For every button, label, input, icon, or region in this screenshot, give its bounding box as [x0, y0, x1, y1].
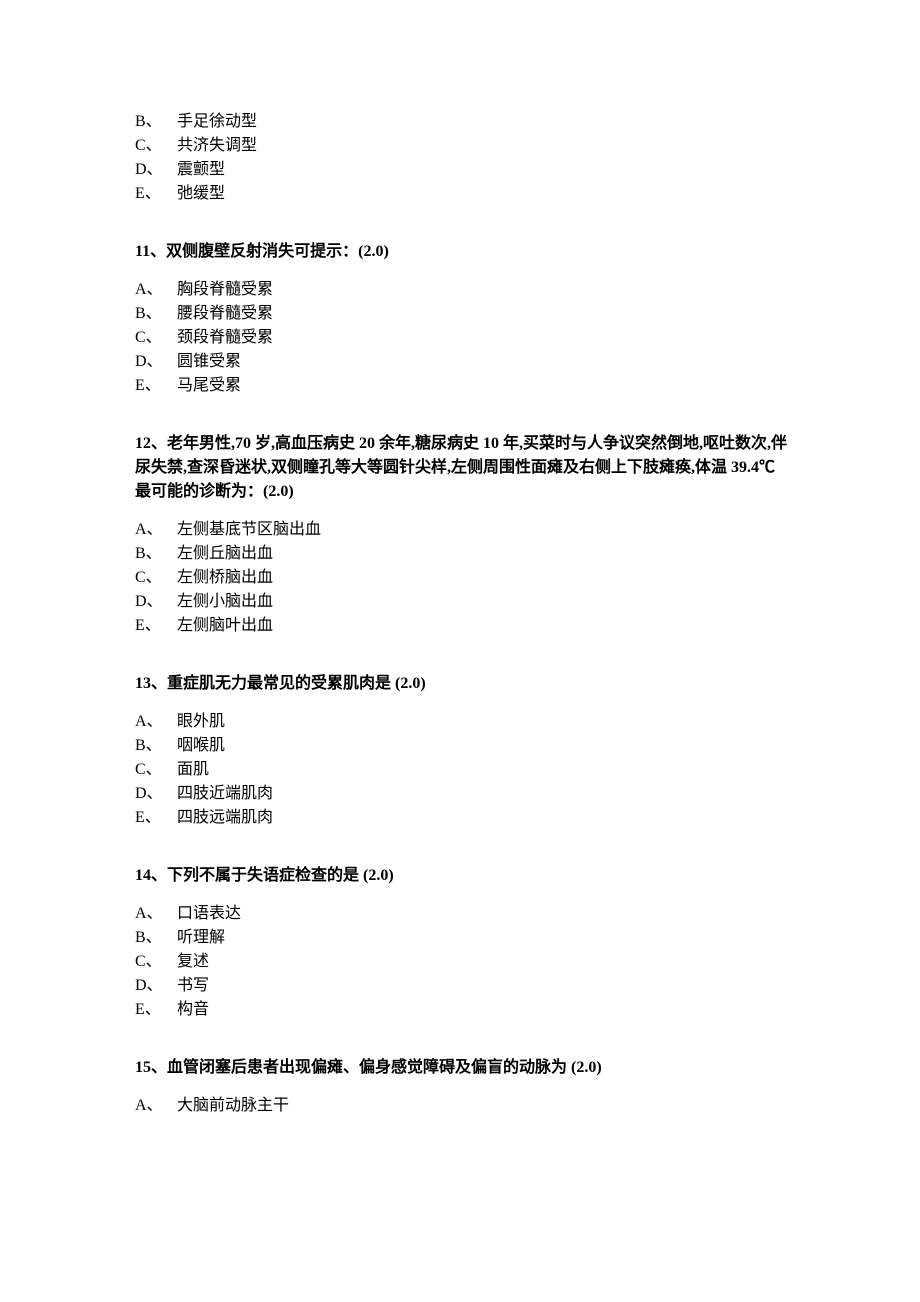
question-stem: 13、重症肌无力最常见的受累肌肉是 (2.0)	[135, 672, 790, 696]
option-row: E、马尾受累	[135, 374, 790, 398]
option-text: 胸段脊髓受累	[177, 278, 790, 302]
option-row: C、共济失调型	[135, 134, 790, 158]
option-list: A、口语表达B、听理解C、复述D、书写E、构音	[135, 902, 790, 1022]
option-text: 震颤型	[177, 158, 790, 182]
option-text: 口语表达	[177, 902, 790, 926]
option-row: D、圆锥受累	[135, 350, 790, 374]
option-row: D、左侧小脑出血	[135, 590, 790, 614]
option-row: E、构音	[135, 998, 790, 1022]
option-text: 构音	[177, 998, 790, 1022]
option-letter: E、	[135, 182, 177, 206]
option-text: 眼外肌	[177, 710, 790, 734]
option-row: C、面肌	[135, 758, 790, 782]
option-list: B、手足徐动型C、共济失调型D、震颤型E、弛缓型	[135, 110, 790, 206]
question-block: 12、老年男性,70 岁,高血压病史 20 余年,糖尿病史 10 年,买菜时与人…	[135, 432, 790, 638]
option-row: B、咽喉肌	[135, 734, 790, 758]
question-block: 15、血管闭塞后患者出现偏瘫、偏身感觉障碍及偏盲的动脉为 (2.0) A、大脑前动…	[135, 1056, 790, 1118]
option-row: E、四肢远端肌肉	[135, 806, 790, 830]
option-text: 弛缓型	[177, 182, 790, 206]
option-row: B、手足徐动型	[135, 110, 790, 134]
option-letter: A、	[135, 710, 177, 734]
option-row: D、四肢近端肌肉	[135, 782, 790, 806]
option-list: A、左侧基底节区脑出血B、左侧丘脑出血C、左侧桥脑出血D、左侧小脑出血E、左侧脑…	[135, 518, 790, 638]
option-row: A、胸段脊髓受累	[135, 278, 790, 302]
option-text: 左侧桥脑出血	[177, 566, 790, 590]
option-letter: C、	[135, 326, 177, 350]
option-text: 左侧小脑出血	[177, 590, 790, 614]
question-block: 11、双侧腹壁反射消失可提示：(2.0) A、胸段脊髓受累B、腰段脊髓受累C、颈段…	[135, 240, 790, 398]
option-text: 四肢近端肌肉	[177, 782, 790, 806]
option-letter: D、	[135, 158, 177, 182]
option-text: 腰段脊髓受累	[177, 302, 790, 326]
option-row: D、书写	[135, 974, 790, 998]
option-text: 马尾受累	[177, 374, 790, 398]
question-block: 13、重症肌无力最常见的受累肌肉是 (2.0) A、眼外肌B、咽喉肌C、面肌D、四…	[135, 672, 790, 830]
question-block: 14、下列不属于失语症检查的是 (2.0) A、口语表达B、听理解C、复述D、书写…	[135, 864, 790, 1022]
option-letter: E、	[135, 998, 177, 1022]
option-letter: B、	[135, 110, 177, 134]
option-list: A、大脑前动脉主干	[135, 1094, 790, 1118]
option-list: A、胸段脊髓受累B、腰段脊髓受累C、颈段脊髓受累D、圆锥受累E、马尾受累	[135, 278, 790, 398]
option-letter: D、	[135, 974, 177, 998]
option-letter: D、	[135, 350, 177, 374]
option-letter: A、	[135, 1094, 177, 1118]
option-text: 大脑前动脉主干	[177, 1094, 790, 1118]
option-letter: C、	[135, 758, 177, 782]
option-row: E、左侧脑叶出血	[135, 614, 790, 638]
question-stem: 14、下列不属于失语症检查的是 (2.0)	[135, 864, 790, 888]
exam-page: B、手足徐动型C、共济失调型D、震颤型E、弛缓型 11、双侧腹壁反射消失可提示：…	[0, 0, 920, 1232]
option-letter: E、	[135, 614, 177, 638]
option-row: B、左侧丘脑出血	[135, 542, 790, 566]
option-row: C、颈段脊髓受累	[135, 326, 790, 350]
option-text: 书写	[177, 974, 790, 998]
option-letter: A、	[135, 902, 177, 926]
option-text: 手足徐动型	[177, 110, 790, 134]
option-letter: B、	[135, 734, 177, 758]
option-row: A、大脑前动脉主干	[135, 1094, 790, 1118]
option-letter: C、	[135, 566, 177, 590]
option-row: A、左侧基底节区脑出血	[135, 518, 790, 542]
option-letter: E、	[135, 806, 177, 830]
option-row: C、左侧桥脑出血	[135, 566, 790, 590]
option-row: D、震颤型	[135, 158, 790, 182]
question-stem: 15、血管闭塞后患者出现偏瘫、偏身感觉障碍及偏盲的动脉为 (2.0)	[135, 1056, 790, 1080]
option-letter: D、	[135, 782, 177, 806]
option-text: 咽喉肌	[177, 734, 790, 758]
option-letter: B、	[135, 302, 177, 326]
option-letter: A、	[135, 278, 177, 302]
option-text: 面肌	[177, 758, 790, 782]
option-letter: B、	[135, 542, 177, 566]
question-stem: 12、老年男性,70 岁,高血压病史 20 余年,糖尿病史 10 年,买菜时与人…	[135, 432, 790, 504]
option-row: B、听理解	[135, 926, 790, 950]
option-text: 圆锥受累	[177, 350, 790, 374]
question-stem: 11、双侧腹壁反射消失可提示：(2.0)	[135, 240, 790, 264]
option-text: 左侧基底节区脑出血	[177, 518, 790, 542]
option-list: A、眼外肌B、咽喉肌C、面肌D、四肢近端肌肉E、四肢远端肌肉	[135, 710, 790, 830]
option-row: B、腰段脊髓受累	[135, 302, 790, 326]
option-row: A、眼外肌	[135, 710, 790, 734]
option-letter: D、	[135, 590, 177, 614]
option-row: A、口语表达	[135, 902, 790, 926]
option-row: C、复述	[135, 950, 790, 974]
option-text: 共济失调型	[177, 134, 790, 158]
option-text: 四肢远端肌肉	[177, 806, 790, 830]
option-letter: B、	[135, 926, 177, 950]
option-text: 左侧脑叶出血	[177, 614, 790, 638]
option-letter: A、	[135, 518, 177, 542]
option-letter: E、	[135, 374, 177, 398]
option-letter: C、	[135, 950, 177, 974]
option-letter: C、	[135, 134, 177, 158]
option-text: 复述	[177, 950, 790, 974]
option-text: 颈段脊髓受累	[177, 326, 790, 350]
option-text: 听理解	[177, 926, 790, 950]
option-row: E、弛缓型	[135, 182, 790, 206]
option-text: 左侧丘脑出血	[177, 542, 790, 566]
question-block: B、手足徐动型C、共济失调型D、震颤型E、弛缓型	[135, 110, 790, 206]
